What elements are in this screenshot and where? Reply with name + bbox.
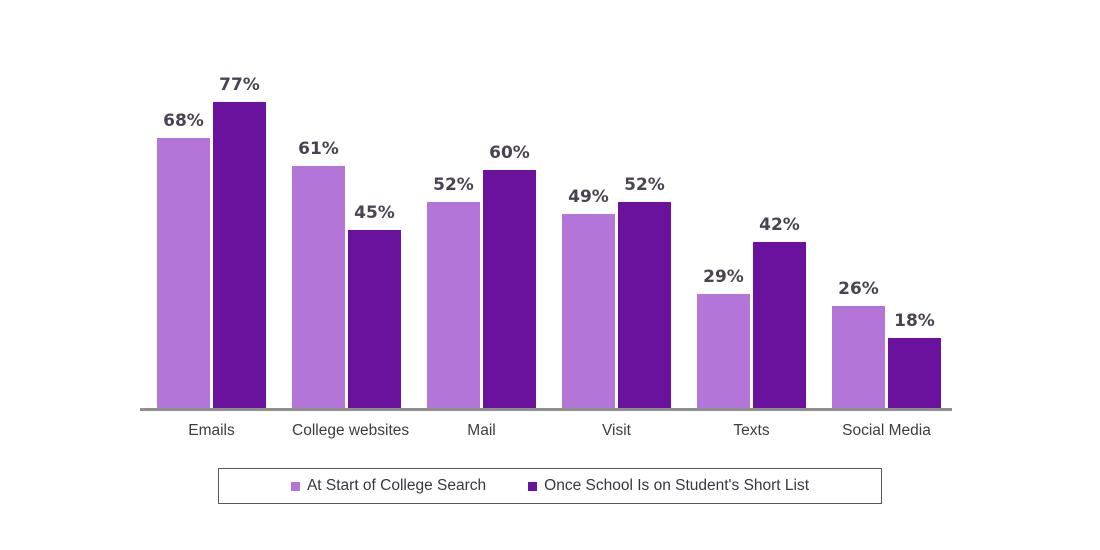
bar-column: 18% <box>888 311 941 410</box>
bar-column: 42% <box>753 215 806 410</box>
bar-group: 61% 45% <box>292 0 401 410</box>
bar-column: 60% <box>483 143 536 410</box>
bar-column: 26% <box>832 279 885 410</box>
bar-column: 61% <box>292 139 345 410</box>
bar-value-label: 61% <box>298 139 339 159</box>
bar-value-label: 68% <box>163 111 204 131</box>
bar-group: 26% 18% <box>832 0 941 410</box>
bar-value-label: 18% <box>894 311 935 331</box>
bar-short-list <box>483 170 536 410</box>
bar-short-list <box>618 202 671 410</box>
category-label: Texts <box>733 422 770 439</box>
bar-value-label: 42% <box>759 215 800 235</box>
legend-swatch-dark-purple <box>528 481 538 491</box>
bar-value-label: 29% <box>703 267 744 287</box>
bar-group: 68% 77% <box>157 0 266 410</box>
bar-column: 45% <box>348 203 401 410</box>
bar-short-list <box>888 338 941 410</box>
bar-value-label: 77% <box>219 75 260 95</box>
bar-column: 77% <box>213 75 266 410</box>
legend-swatch-light-purple <box>290 481 300 491</box>
bar-short-list <box>213 102 266 410</box>
legend-label: At Start of College Search <box>306 477 487 494</box>
category-label: Mail <box>467 422 496 439</box>
bar-start-of-search <box>832 306 885 410</box>
bar-start-of-search <box>562 214 615 410</box>
bar-column: 68% <box>157 111 210 410</box>
legend-item-start-of-search: At Start of College Search <box>290 477 487 495</box>
category-label: College websites <box>292 422 410 439</box>
bar-value-label: 60% <box>489 143 530 163</box>
bar-start-of-search <box>697 294 750 410</box>
bar-column: 52% <box>427 175 480 410</box>
legend-label: Once School Is on Student's Short List <box>544 477 810 494</box>
bar-column: 49% <box>562 187 615 410</box>
bar-group: 52% 60% <box>427 0 536 410</box>
bar-value-label: 52% <box>624 175 665 195</box>
bar-start-of-search <box>292 166 345 410</box>
bar-group: 29% 42% <box>697 0 806 410</box>
bar-value-label: 49% <box>568 187 609 207</box>
bar-column: 52% <box>618 175 671 410</box>
bar-short-list <box>348 230 401 410</box>
bar-value-label: 45% <box>354 203 395 223</box>
bar-group: 49% 52% <box>562 0 671 410</box>
bar-column: 29% <box>697 267 750 410</box>
legend-item-short-list: Once School Is on Student's Short List <box>528 477 809 495</box>
x-axis-line <box>140 408 952 411</box>
bar-short-list <box>753 242 806 410</box>
bar-start-of-search <box>157 138 210 410</box>
bar-start-of-search <box>427 202 480 410</box>
bar-value-label: 52% <box>433 175 474 195</box>
category-label: Visit <box>601 422 631 439</box>
bar-value-label: 26% <box>838 279 879 299</box>
category-label: Social Media <box>842 422 931 439</box>
category-label: Emails <box>188 422 235 439</box>
legend: At Start of College Search Once School I… <box>218 468 882 504</box>
